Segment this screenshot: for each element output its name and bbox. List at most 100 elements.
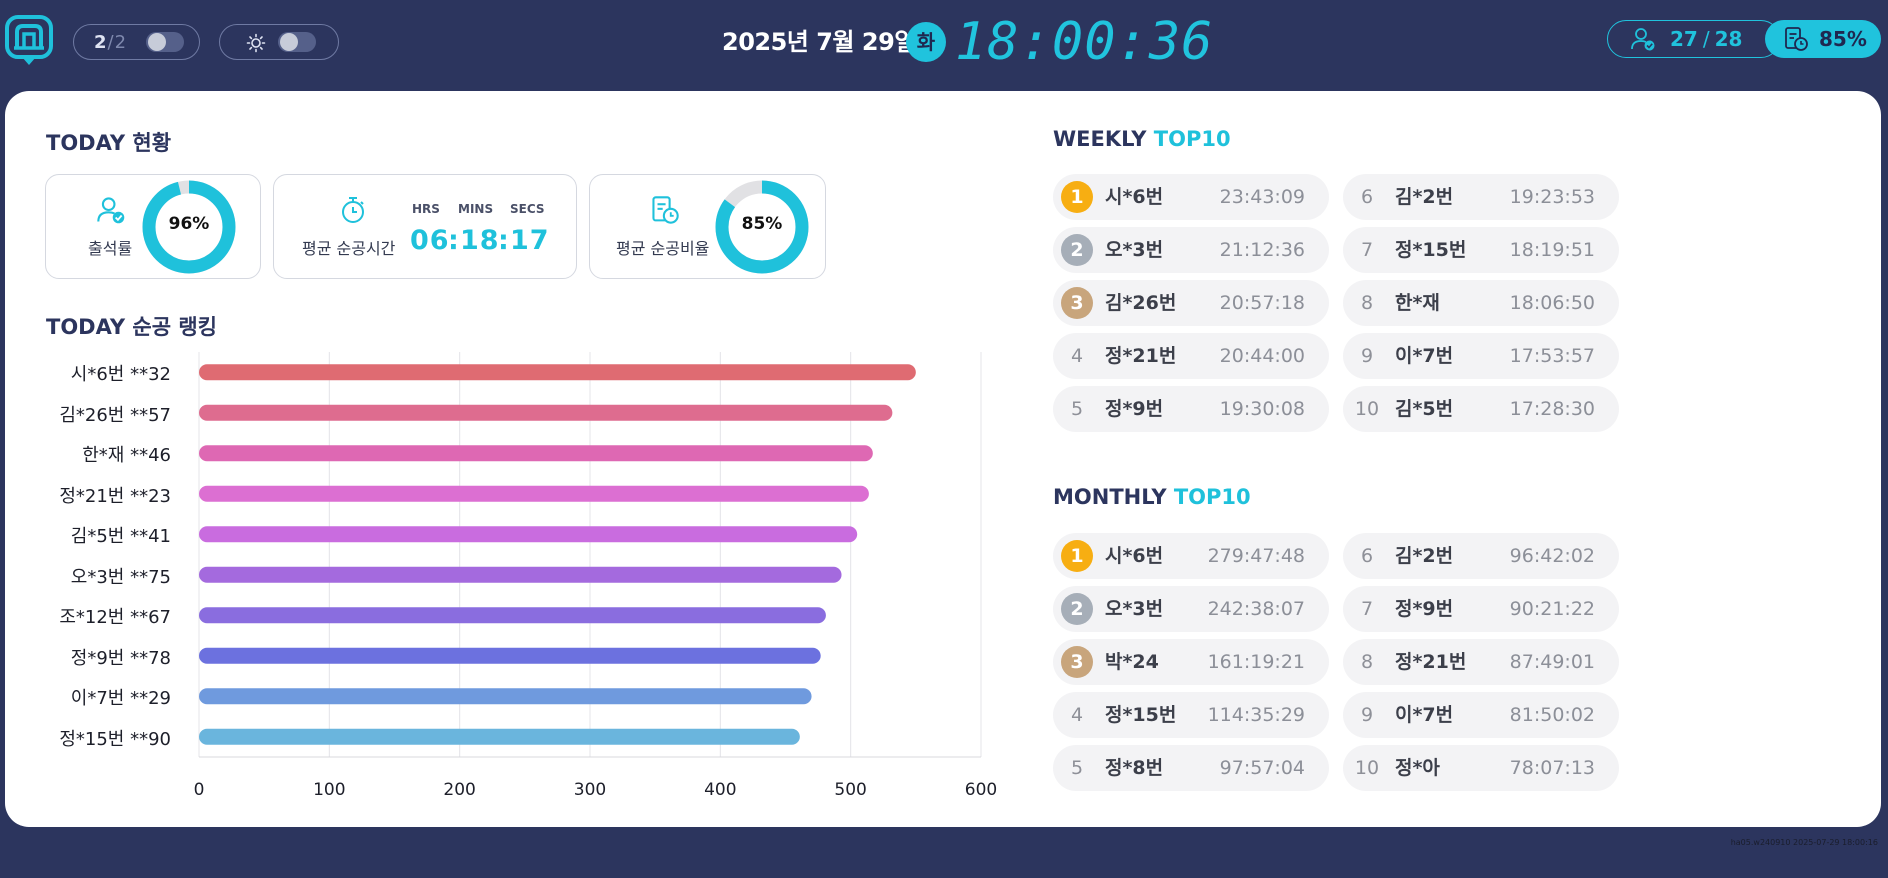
chart-category-label: 시*6번 **32 [70,364,171,386]
monthly-title: MONTHLY TOP10 [1053,485,1251,509]
rank-name: 정*15번 [1395,239,1467,261]
today-status-title: TODAY 현황 [46,131,172,155]
page-toggle-switch[interactable] [146,32,184,52]
chart-category-label: 오*3번 **75 [70,566,171,588]
rank-badge: 7 [1360,598,1374,620]
rank-badge: 2 [1061,234,1093,266]
chart-category-label: 한*재 **46 [82,445,171,467]
brightness-toggle-switch[interactable] [278,32,316,52]
rank-time: 23:43:09 [1219,186,1305,208]
attendance-rate-value: 96% [168,214,210,234]
day-of-week-badge: 화 [906,22,946,62]
avg-ratio-donut [715,180,809,274]
rank-badge: 6 [1360,545,1374,567]
chart-tick-label: 300 [573,780,607,800]
rank-name: 김*26번 [1105,292,1177,314]
chart-tick-label: 500 [834,780,867,800]
avg-sep-2: : [498,225,510,256]
rank-badge: 2 [1061,593,1093,625]
rank-time: 21:12:36 [1219,239,1305,261]
chart-tick-label: 600 [964,780,998,800]
rank-item: 6 김*2번 19:23:53 [1343,174,1619,220]
rank-badge: 3 [1061,287,1093,319]
rank-time: 97:57:04 [1219,757,1305,779]
rank-time: 17:28:30 [1509,398,1595,420]
avg-ratio-box: 평균 순공비율 85% [589,174,826,279]
rank-time: 242:38:07 [1207,598,1305,620]
chart-tick-label: 400 [704,780,737,800]
brightness-toggle[interactable] [219,24,339,60]
rank-badge: 9 [1360,704,1374,726]
rank-item: 2 오*3번 21:12:36 [1053,227,1329,273]
rank-badge: 8 [1360,292,1374,314]
rank-item: 2 오*3번 242:38:07 [1053,586,1329,632]
rank-name: 한*재 [1395,292,1440,314]
mins-label: MINS [458,202,494,216]
attendance-rate-label: 출석률 [88,239,133,258]
rank-time: 78:07:13 [1509,757,1595,779]
rank-time: 279:47:48 [1207,545,1305,567]
rank-badge: 5 [1070,757,1084,779]
chart-category-label: 이*7번 **29 [70,688,171,710]
avg-ratio-label: 평균 순공비율 [616,239,710,258]
chart-tick-label: 100 [313,780,346,800]
footer-meta: ha05.w240910 2025-07-29 18:00:16 [1730,838,1878,847]
rank-name: 정*21번 [1105,345,1177,367]
rank-name: 오*3번 [1105,239,1164,261]
rank-time: 19:30:08 [1219,398,1305,420]
rank-name: 정*9번 [1105,398,1164,420]
weekly-title: WEEKLY TOP10 [1053,127,1231,151]
current-date: 2025년 7월 29일 [722,28,916,56]
rank-badge: 5 [1070,398,1084,420]
chart-category-label: 정*9번 **78 [70,647,171,669]
ratio-badge: 85% [1765,20,1881,58]
rank-item: 9 이*7번 81:50:02 [1343,692,1619,738]
rank-item: 6 김*2번 96:42:02 [1343,533,1619,579]
page-toggle[interactable]: 2/2 [73,24,200,60]
attendance-present: 27 [1670,27,1698,51]
rank-badge: 9 [1360,345,1374,367]
rank-item: 1 시*6번 279:47:48 [1053,533,1329,579]
clipboard-clock-icon [652,196,679,224]
chart-tick-label: 0 [193,780,205,800]
chart-category-label: 조*12번 **67 [59,607,171,629]
rank-name: 시*6번 [1105,545,1164,567]
rank-name: 정*15번 [1105,704,1177,726]
rank-badge: 10 [1354,398,1380,420]
avg-hours: 06 [410,225,450,256]
ratio-value: 85% [1819,27,1867,51]
rank-time: 19:23:53 [1509,186,1595,208]
avg-study-time-label: 평균 순공시간 [302,239,396,258]
rank-name: 정*8번 [1105,757,1164,779]
stopwatch-icon [342,197,364,223]
rank-name: 정*아 [1395,757,1440,779]
user-check-icon [1631,28,1655,51]
avg-seconds: 17 [510,225,550,256]
attendance-rate-box: 출석률 96% [45,174,261,279]
rank-badge: 3 [1061,646,1093,678]
rank-name: 정*9번 [1395,598,1454,620]
avg-ratio-value: 85% [741,214,783,234]
attendance-separator: / [1702,27,1710,51]
rank-badge: 4 [1070,704,1084,726]
rank-item: 8 한*재 18:06:50 [1343,280,1619,326]
rank-name: 이*7번 [1395,345,1454,367]
ranking-title: TODAY 순공 랭킹 [46,315,217,339]
rank-name: 김*5번 [1395,398,1454,420]
rank-name: 김*2번 [1395,545,1454,567]
rank-name: 시*6번 [1105,186,1164,208]
page-indicator: 2/2 [94,31,128,53]
chart-tick-label: 200 [443,780,476,800]
rank-name: 박*24 [1105,651,1159,673]
chart-category-label: 김*26번 **57 [59,404,171,426]
rank-badge: 1 [1061,540,1093,572]
rank-time: 81:50:02 [1509,704,1595,726]
rank-time: 96:42:02 [1509,545,1595,567]
chart-category-label: 정*15번 **90 [59,728,171,750]
logo-icon[interactable] [4,14,56,68]
rank-badge: 10 [1354,757,1380,779]
attendance-count: 27 / 28 [1607,20,1780,58]
rank-time: 90:21:22 [1509,598,1595,620]
sun-icon [246,33,266,53]
rank-time: 20:57:18 [1219,292,1305,314]
